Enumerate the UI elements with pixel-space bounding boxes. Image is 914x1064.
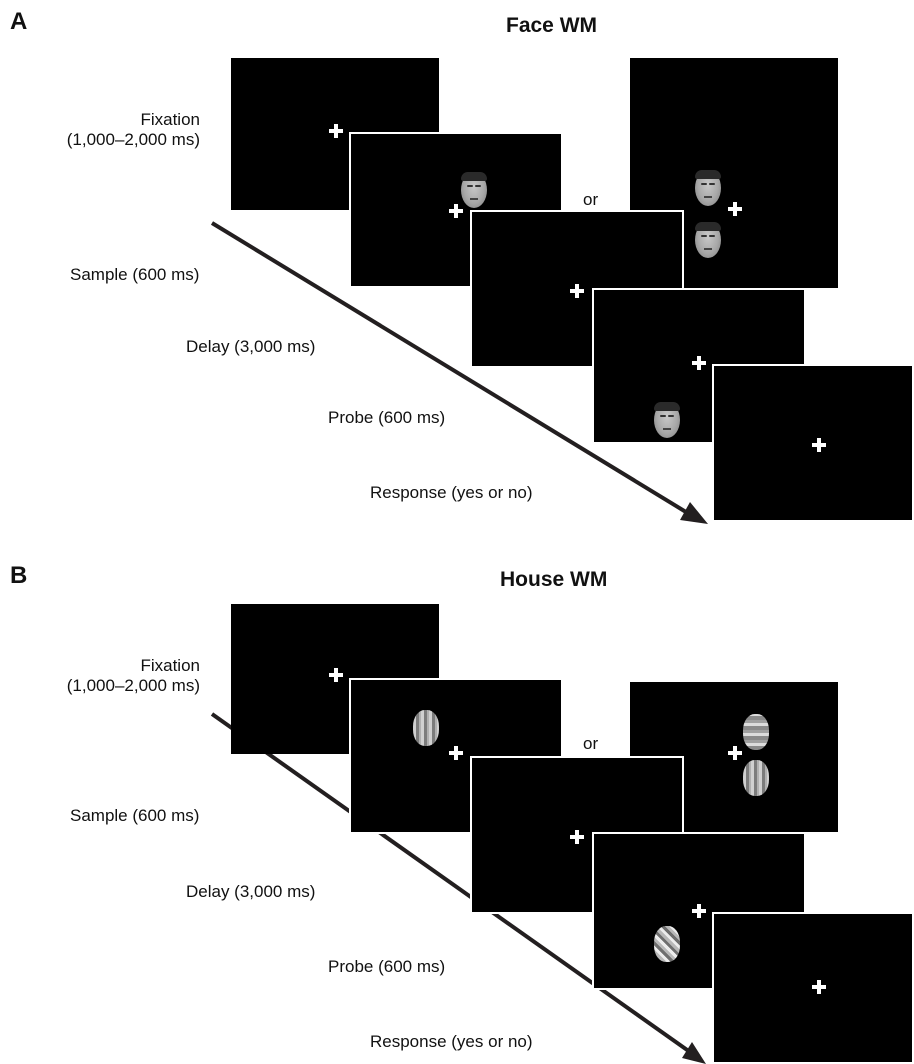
response-screen [712, 912, 914, 1064]
face-stimulus-icon [695, 222, 721, 258]
delay-label: Delay (3,000 ms) [186, 882, 316, 901]
probe-label: Probe (600 ms) [328, 408, 446, 427]
fixation-cross-icon [692, 356, 706, 370]
panel-letter: B [10, 562, 28, 589]
probe-label: Probe (600 ms) [328, 957, 446, 976]
fixation-cross-icon [812, 980, 826, 994]
response-label: Response (yes or no) [370, 483, 533, 502]
face-stimulus-icon [654, 402, 680, 438]
or-label: or [583, 734, 599, 753]
or-label: or [583, 190, 599, 209]
fixation-label-line2: (1,000–2,000 ms) [66, 676, 200, 695]
timeline-arrow [210, 221, 708, 524]
fixation-cross-icon [449, 746, 463, 760]
panel-title: Face WM [506, 14, 598, 37]
timeline-arrow [210, 712, 706, 1064]
fixation-label-line1: Fixation [140, 656, 200, 675]
panel-a: A Face WM or Fixation (1,000–2,000 ms) S… [10, 8, 914, 524]
response-label: Response (yes or no) [370, 1032, 533, 1051]
face-stimulus-icon [695, 170, 721, 206]
house-stimulus-icon [743, 760, 769, 796]
house-stimulus-icon [654, 926, 680, 962]
fixation-cross-icon [812, 438, 826, 452]
house-stimulus-icon [743, 714, 769, 750]
panel-title: House WM [500, 568, 608, 591]
fixation-cross-icon [692, 904, 706, 918]
sample-label: Sample (600 ms) [70, 806, 200, 825]
fixation-cross-icon [728, 202, 742, 216]
fixation-label: Fixation (1,000–2,000 ms) [30, 656, 200, 696]
sample-label: Sample (600 ms) [70, 265, 200, 284]
response-screen [712, 364, 914, 522]
fixation-cross-icon [570, 830, 584, 844]
house-stimulus-icon [413, 710, 439, 746]
delay-label: Delay (3,000 ms) [186, 337, 316, 356]
face-stimulus-icon [461, 172, 487, 208]
fixation-cross-icon [449, 204, 463, 218]
fixation-cross-icon [728, 746, 742, 760]
panel-letter: A [10, 8, 28, 35]
fixation-cross-icon [570, 284, 584, 298]
fixation-cross-icon [329, 668, 343, 682]
fixation-label-line1: Fixation [140, 110, 200, 129]
fixation-cross-icon [329, 124, 343, 138]
fixation-label: Fixation (1,000–2,000 ms) [30, 110, 200, 150]
panel-b: B House WM or Fixation (1,000–2,000 ms) … [0, 532, 914, 1064]
fixation-label-line2: (1,000–2,000 ms) [66, 130, 200, 149]
